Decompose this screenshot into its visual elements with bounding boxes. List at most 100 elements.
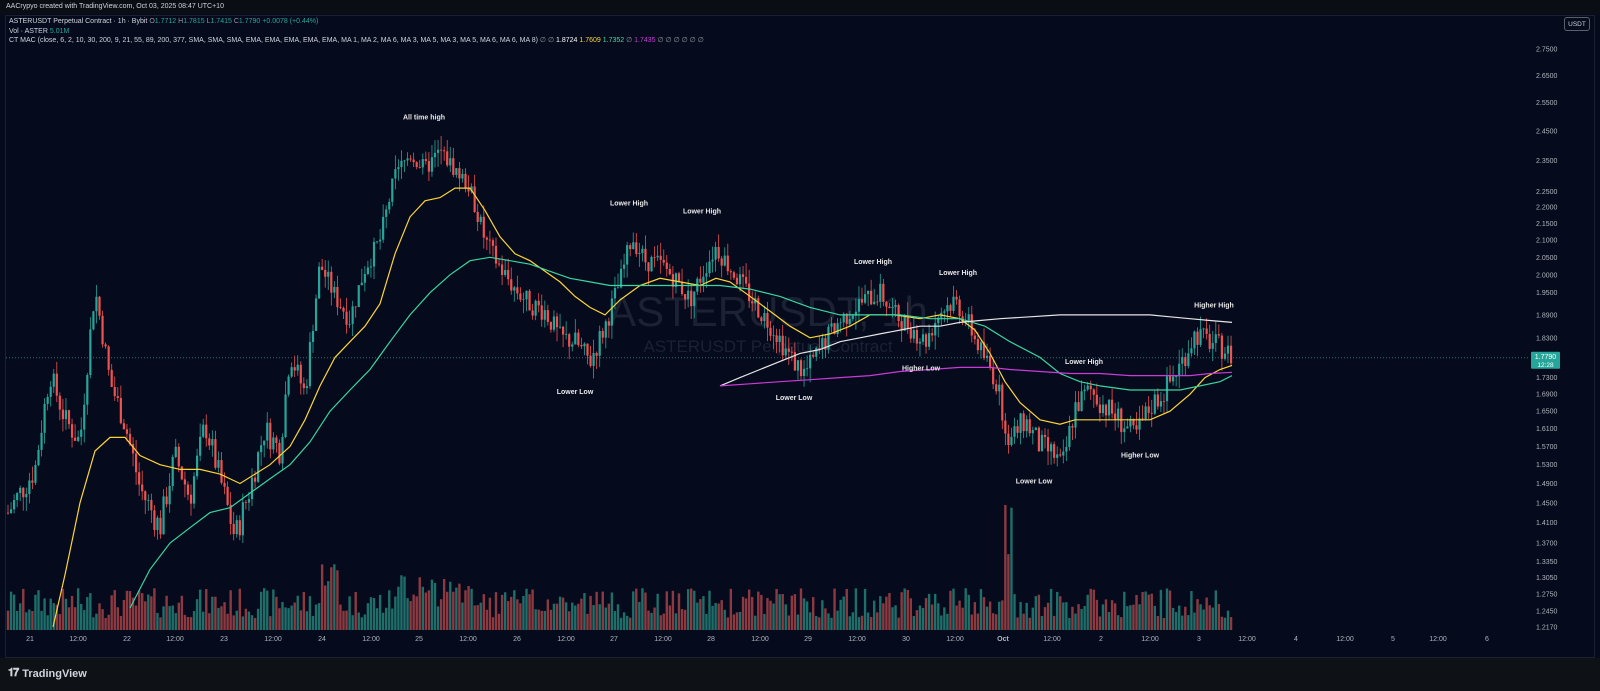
volume-bar: [909, 598, 912, 630]
volume-bar: [1107, 611, 1111, 630]
candle-body: [86, 374, 89, 405]
candle-body: [458, 168, 461, 179]
candle-body: [580, 345, 583, 347]
volume-bar: [244, 608, 248, 630]
candle-body: [1107, 399, 1111, 416]
volume-bar: [1135, 594, 1138, 630]
candle-body: [519, 293, 522, 300]
candle-body: [122, 423, 125, 430]
candle-body: [931, 333, 934, 336]
candle-body: [1196, 331, 1199, 345]
volume-bar: [711, 605, 714, 630]
candle-body: [684, 294, 687, 300]
indicator-label[interactable]: CT MAC (close, 6, 2, 10, 30, 200, 9, 21,…: [9, 37, 538, 44]
candle-body: [159, 517, 162, 535]
volume-bar: [394, 596, 397, 630]
candle-body: [827, 326, 830, 350]
candle-body: [467, 188, 470, 192]
volume-bar: [900, 592, 903, 630]
candle-body: [46, 396, 49, 404]
volume-bar: [214, 596, 217, 630]
volume-bar: [967, 594, 970, 630]
volume-layer: [6, 504, 1233, 630]
volume-bar: [1040, 616, 1044, 630]
candle-body: [1214, 334, 1217, 344]
volume-bar: [83, 610, 86, 630]
symbol-title[interactable]: ASTERUSDT Perpetual Contract · 1h · Bybi…: [9, 18, 148, 25]
candle-body: [98, 296, 101, 316]
volume-bar: [180, 595, 184, 630]
volume-bar: [937, 603, 940, 630]
candle-body: [1101, 404, 1105, 414]
candle-body: [778, 335, 781, 343]
candle-body: [863, 294, 867, 303]
candle-body: [818, 347, 821, 349]
volume-bar: [1205, 597, 1208, 630]
candle-body: [1117, 408, 1120, 420]
ohlc-key-c: C: [231, 18, 239, 25]
price-tick: 2.1500: [1536, 221, 1558, 228]
candle-body: [504, 269, 507, 275]
volume-bar: [592, 605, 595, 630]
currency-button[interactable]: USDT: [1564, 17, 1590, 31]
volume-bar: [995, 614, 998, 630]
candle-body: [308, 342, 312, 387]
time-tick: 12:00: [848, 636, 866, 643]
volume-label[interactable]: Vol · ASTER: [9, 27, 48, 35]
chart-area[interactable]: [5, 15, 1595, 658]
candle-body: [894, 305, 897, 307]
volume-bar: [159, 617, 162, 630]
tradingview-logo[interactable]: 𝟏𝟕 TradingView: [8, 667, 87, 680]
volume-bar: [760, 594, 763, 630]
volume-bar: [1144, 591, 1147, 630]
annotation-label: Higher Low: [1121, 452, 1160, 459]
candle-body: [217, 460, 220, 468]
candle-body: [1220, 335, 1223, 359]
legend-indicator-row: CT MAC (close, 6, 2, 10, 30, 200, 9, 21,…: [9, 36, 704, 46]
candle-body: [979, 342, 983, 351]
candle-body: [839, 322, 842, 324]
volume-bar: [174, 613, 177, 630]
volume-bar: [507, 601, 510, 630]
ohlc-value-h: 1.7815: [183, 18, 205, 25]
time-tick: 3: [1197, 636, 1201, 643]
price-tick: 1.5300: [1536, 462, 1558, 469]
chart-canvas[interactable]: ASTERUSDT, 1h ASTERUSDT Perpetual Contrac…: [0, 0, 1600, 663]
candle-body: [885, 301, 888, 307]
candle-body: [610, 298, 613, 326]
volume-bar: [885, 596, 888, 630]
volume-bar: [894, 605, 897, 630]
volume-bar: [73, 607, 77, 630]
candle-body: [1001, 384, 1004, 421]
volume-bar: [1052, 615, 1056, 630]
candle-body: [192, 476, 196, 504]
candle-body: [537, 300, 540, 306]
candle-body: [607, 321, 610, 326]
volume-bar: [119, 615, 123, 630]
candle-body: [928, 333, 931, 347]
candle-body: [589, 355, 592, 366]
volume-bar: [790, 595, 794, 630]
volume-bar: [333, 564, 336, 630]
volume-bar: [735, 612, 739, 630]
volume-bar: [787, 615, 790, 630]
volume-bar: [647, 610, 650, 630]
candle-body: [674, 273, 678, 287]
change-value: +0.0078 (+0.44%): [262, 18, 319, 25]
volume-bar: [15, 610, 19, 630]
volume-bar: [873, 600, 876, 630]
volume-bar: [351, 615, 354, 630]
candle-body: [934, 323, 937, 336]
volume-bar: [464, 590, 467, 630]
candle-body: [787, 348, 790, 352]
candle-body: [208, 438, 211, 446]
volume-bar: [964, 588, 967, 630]
ohlc-value-c: 1.7790: [238, 18, 261, 25]
candle-body: [263, 440, 266, 446]
volume-bar: [805, 601, 809, 630]
volume-bar: [1171, 607, 1175, 630]
volume-bar: [1077, 604, 1080, 630]
candle-body: [1208, 333, 1211, 349]
candle-body: [156, 517, 159, 530]
candle-body: [1022, 413, 1025, 432]
